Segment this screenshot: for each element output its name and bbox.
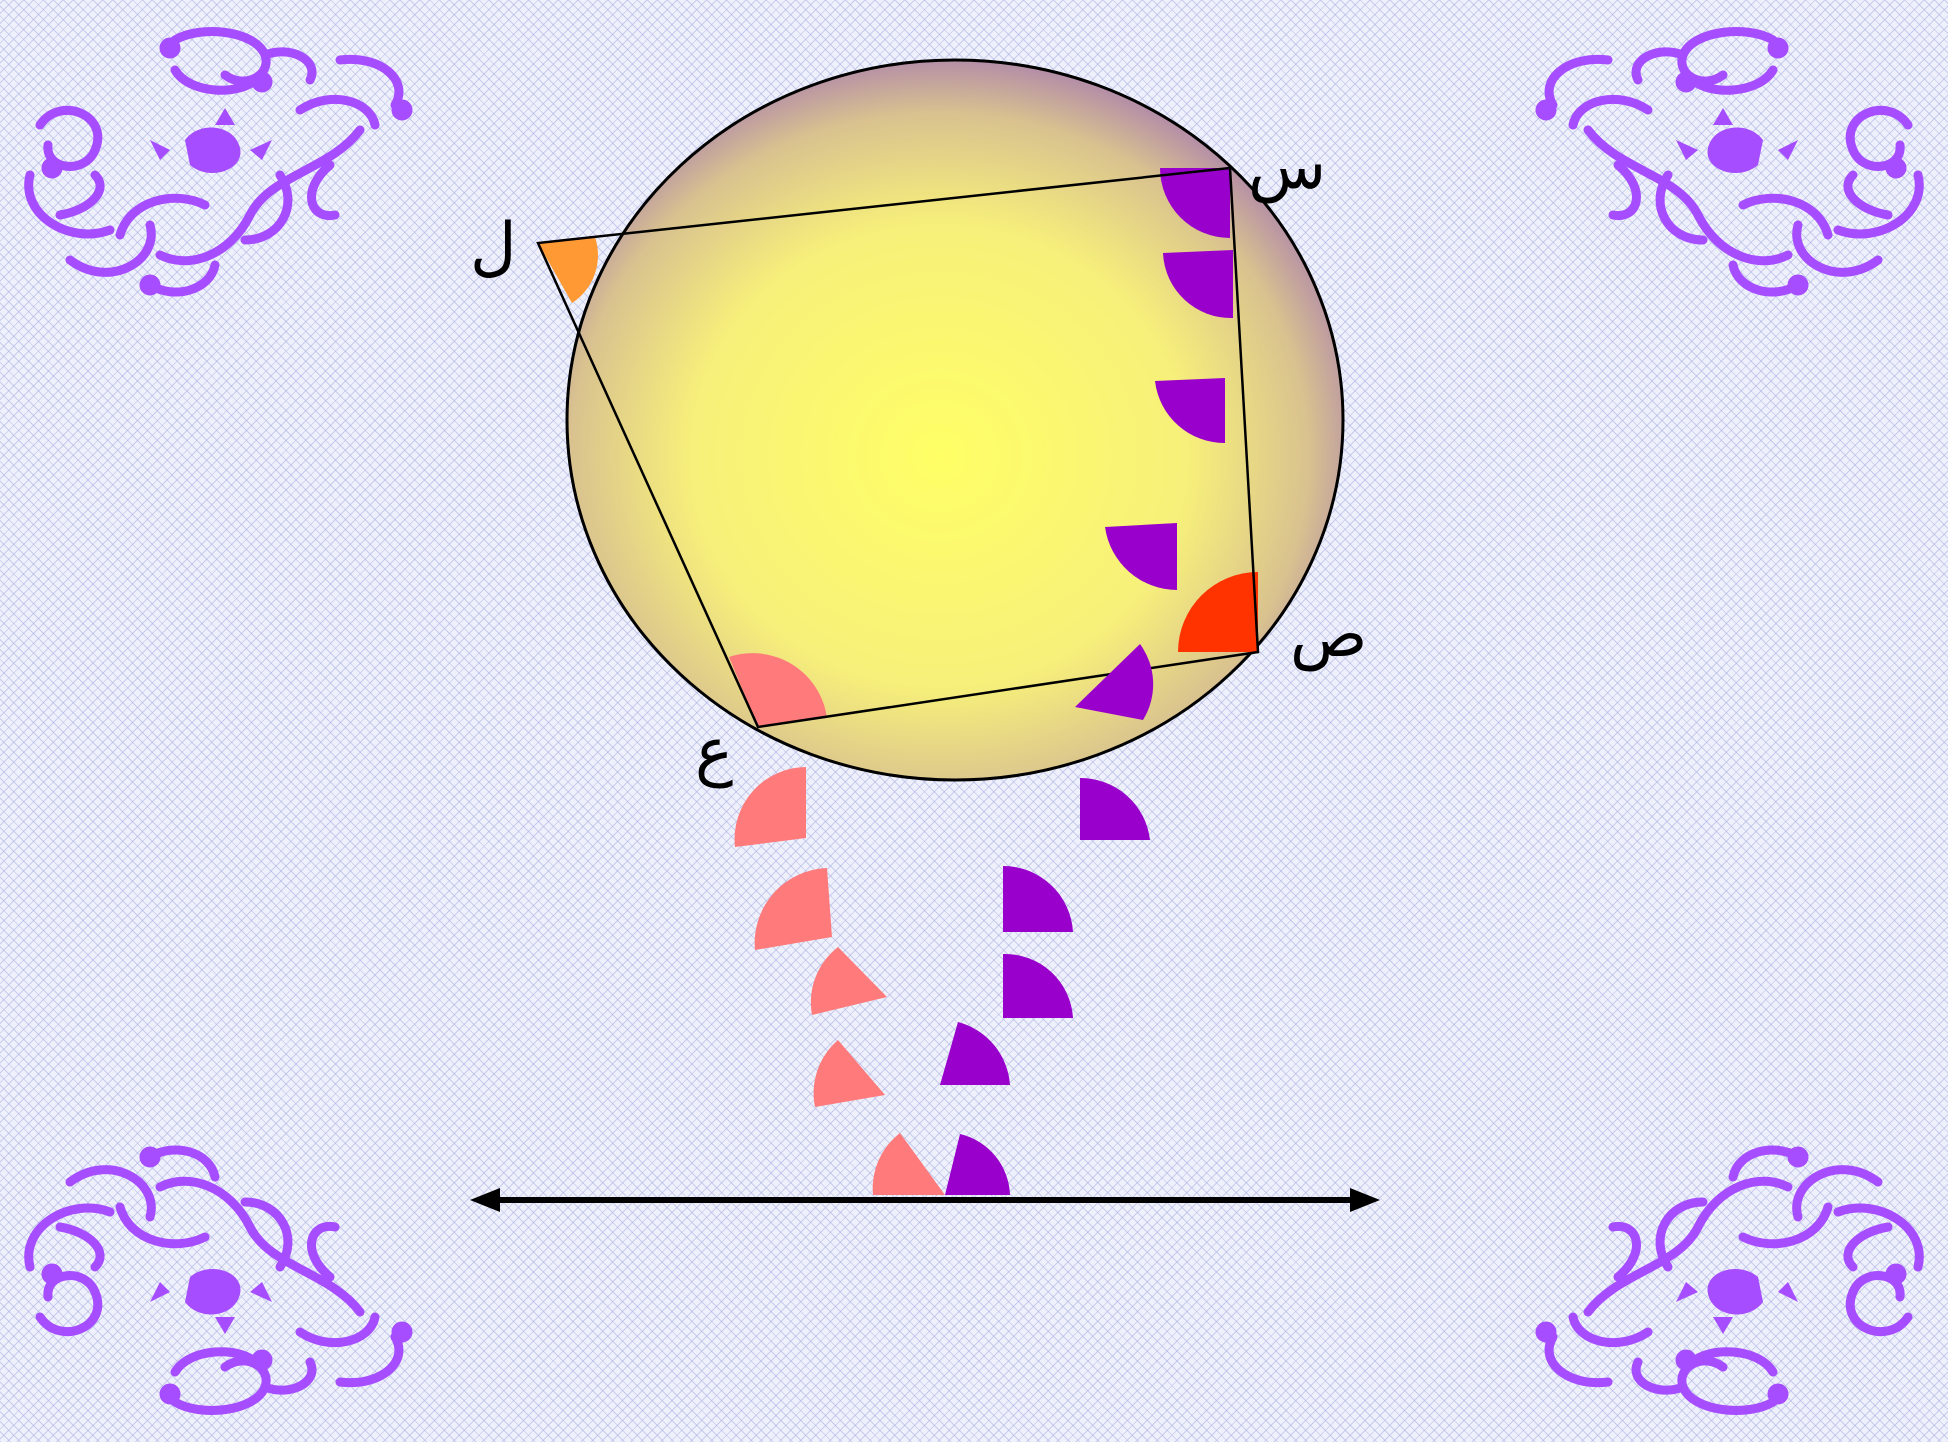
angle-wedge-copy — [1105, 523, 1177, 590]
angle-wedge-copy — [1155, 378, 1225, 444]
angle-wedge-copy — [813, 1040, 885, 1107]
angle-wedge-copy — [1075, 644, 1154, 720]
circumcircle — [565, 58, 1345, 782]
angle-wedge-copy — [754, 868, 832, 950]
angle-wedge-copy — [734, 767, 806, 847]
ornament-corner-icon — [29, 1150, 408, 1410]
ornament-corner-icon — [1540, 1150, 1919, 1410]
vertex-label-sad: ص — [1290, 598, 1367, 672]
vertex-label-lam: ل — [470, 210, 517, 284]
ornament-corner-icon — [29, 32, 408, 292]
angle-wedge-copy — [810, 947, 887, 1015]
angle-wedge-sad — [1178, 572, 1258, 652]
angle-wedge-ain — [729, 653, 827, 727]
angle-wedge-copy — [1080, 777, 1150, 840]
angle-wedge-copy — [1163, 250, 1233, 319]
angle-wedge-seen — [1160, 168, 1230, 238]
vertex-label-ain: ع — [695, 715, 733, 789]
angle-wedge-lam — [538, 237, 598, 303]
double-arrow-line-icon — [470, 1188, 1380, 1212]
angle-wedge-copy — [945, 1134, 1010, 1195]
angle-wedge-copy — [940, 1022, 1010, 1085]
cyclic-quadrilateral — [536, 166, 1260, 729]
angle-wedge-copy — [1003, 953, 1073, 1018]
angle-wedge-copy — [872, 1133, 945, 1195]
vertex-label-seen: س — [1248, 130, 1326, 204]
ornament-corner-icon — [1540, 32, 1919, 292]
angle-wedge-copy — [1003, 865, 1073, 932]
